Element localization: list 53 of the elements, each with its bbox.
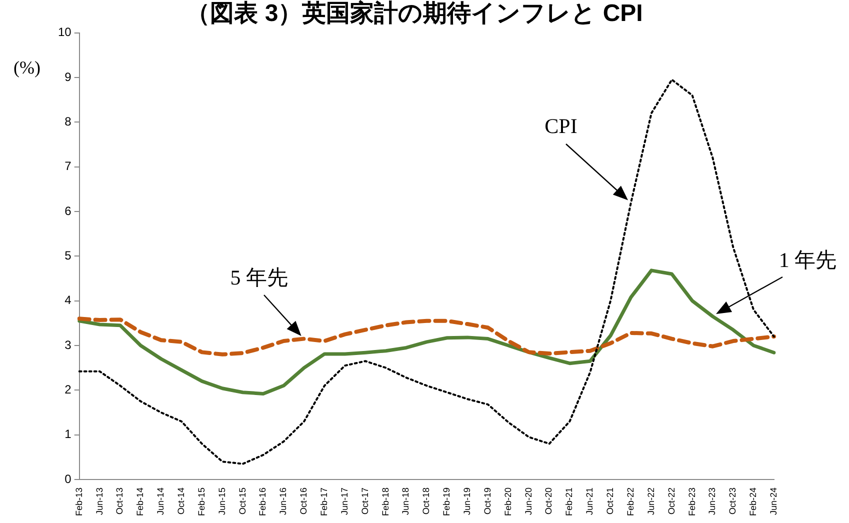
x-tick-label: Feb-17 <box>319 487 330 516</box>
x-tick-label: Oct-14 <box>176 487 186 514</box>
x-tick-label: Jun-24 <box>768 487 778 516</box>
x-tick-label: Jun-14 <box>156 487 166 516</box>
x-tick-label: Feb-13 <box>74 487 84 516</box>
x-tick-label: Feb-19 <box>442 487 452 516</box>
y-tick-label: 6 <box>64 204 72 218</box>
x-tick-label: Oct-18 <box>421 487 432 514</box>
x-tick-label: Jun-13 <box>94 487 104 516</box>
x-tick-label: Feb-14 <box>135 487 146 516</box>
x-tick-label: Oct-22 <box>666 487 676 514</box>
x-tick-label: Jun-21 <box>584 487 595 516</box>
chart-title: （図表 3）英国家計の期待インフレと CPI <box>186 0 643 28</box>
x-tick-label: Feb-15 <box>196 487 206 516</box>
y-tick-label: 8 <box>64 114 72 128</box>
x-tick-label: Jun-16 <box>278 487 288 516</box>
y-tick-label: 0 <box>64 472 72 486</box>
y-tick-label: 5 <box>64 248 72 262</box>
x-tick-label: Oct-16 <box>298 487 309 514</box>
x-tick-label: Jun-19 <box>462 487 472 516</box>
y-axis-title: (%) <box>14 58 40 78</box>
x-tick-label: Feb-24 <box>748 487 758 516</box>
x-tick-label: Jun-22 <box>646 487 656 516</box>
x-tick-label: Feb-18 <box>380 487 390 516</box>
x-tick-label: Feb-22 <box>625 487 636 516</box>
y-tick-label: 10 <box>58 25 72 40</box>
x-tick-label: Oct-21 <box>605 487 616 514</box>
x-tick-label: Oct-20 <box>544 487 554 514</box>
x-tick-label: Jun-18 <box>400 487 411 516</box>
x-tick-label: Jun-15 <box>216 487 227 516</box>
x-tick-label: Jun-20 <box>523 487 534 516</box>
y-tick-label: 4 <box>64 293 72 308</box>
y-tick-label: 2 <box>64 382 72 396</box>
x-tick-label: Feb-20 <box>502 487 513 516</box>
y-tick-label: 7 <box>64 159 72 174</box>
x-tick-label: Feb-21 <box>564 487 574 516</box>
y-tick-label: 1 <box>64 427 72 442</box>
x-tick-label: Jun-23 <box>707 487 718 516</box>
x-tick-label: Oct-13 <box>114 487 125 514</box>
x-tick-label: Oct-15 <box>237 487 248 514</box>
text: 1 年先 <box>778 248 837 272</box>
y-tick-label: 3 <box>64 338 72 352</box>
y-tick-label: 9 <box>64 70 72 84</box>
line-series <box>77 316 776 356</box>
x-tick-label: Oct-19 <box>482 487 492 514</box>
x-tick-label: Feb-23 <box>686 487 697 516</box>
x-tick-label: Feb-16 <box>258 487 268 516</box>
x-tick-label: Jun-17 <box>339 487 350 516</box>
x-tick-label: Oct-17 <box>360 487 370 514</box>
x-tick-label: Oct-23 <box>728 487 738 514</box>
line-series <box>78 78 775 465</box>
annotation: 5 年先 <box>230 265 288 290</box>
annotation: CPI <box>544 114 578 138</box>
